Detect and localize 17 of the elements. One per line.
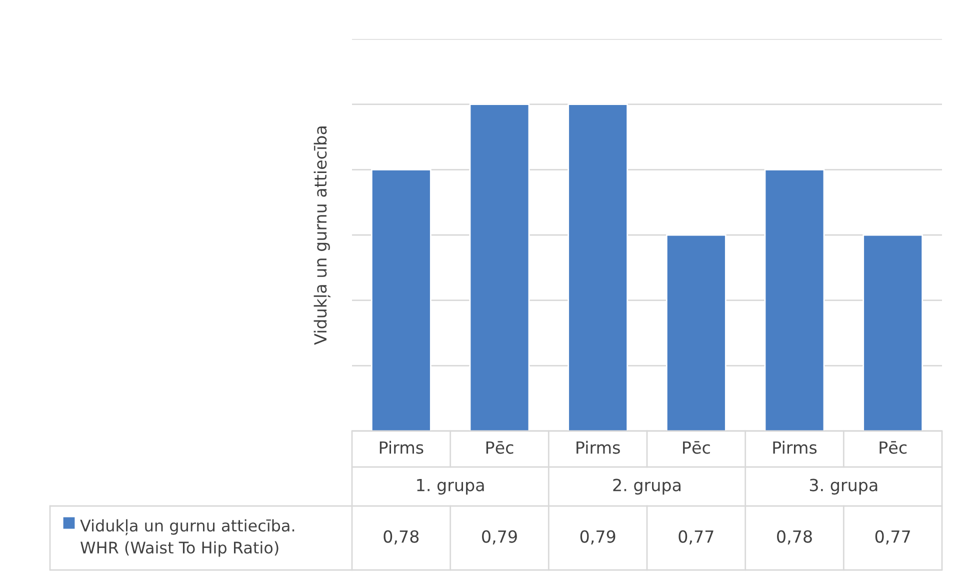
- text: 1. grupa: [417, 478, 484, 495]
- x-tick-label: Pirms: [576, 440, 620, 454]
- data-label: 0,79: [580, 530, 616, 545]
- y-axis-title: Vidukļa un gurnu attiecība: [314, 126, 330, 345]
- x-tick-label: Pēc: [486, 441, 514, 454]
- x-tick-label: Pēc: [683, 441, 710, 454]
- text: 3. grupa: [810, 478, 878, 495]
- x-tick-label: Pirms: [773, 440, 817, 454]
- data-label: 0,77: [678, 530, 714, 545]
- data-label: 0,78: [384, 530, 419, 545]
- data-label: 0,79: [482, 530, 517, 545]
- x-tick-label: Pirms: [380, 440, 424, 454]
- data-label: 0,78: [777, 530, 812, 545]
- legend-label: Vidukļa un gurnu attiecība. WHR (Waist To Hip Ratio): [80, 519, 294, 557]
- x-tick-label: Pēc: [880, 441, 907, 454]
- text: 2. grupa: [613, 478, 680, 495]
- data-label: 0,77: [875, 530, 910, 545]
